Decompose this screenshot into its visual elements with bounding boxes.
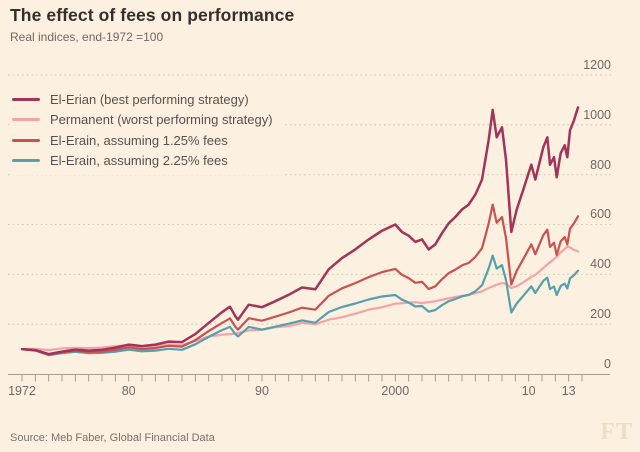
legend: El-Erian (best performing strategy) Perma… — [12, 87, 285, 175]
source-credit: Source: Meb Faber, Global Financial Data — [10, 432, 215, 444]
ft-logo: FT — [600, 419, 633, 445]
x-axis-label: 2000 — [381, 384, 410, 398]
series-line-el-erain-225 — [20, 254, 580, 357]
legend-item-el-erain-225: El-Erain, assuming 2.25% fees — [12, 151, 273, 172]
x-axis-label: 80 — [121, 384, 136, 398]
y-axis-label: 0 — [604, 357, 611, 371]
legend-line-swatch — [12, 97, 40, 101]
legend-line-swatch — [12, 118, 40, 122]
series-line-el-erian — [20, 106, 580, 356]
legend-item-el-erain-125: El-Erain, assuming 1.25% fees — [12, 130, 273, 151]
legend-label: El-Erain, assuming 2.25% fees — [50, 153, 228, 169]
chart-subtitle: Real indices, end-1972 =100 — [10, 30, 164, 44]
legend-label: El-Erain, assuming 1.25% fees — [50, 132, 228, 148]
legend-label: Permanent (worst performing strategy) — [50, 112, 273, 128]
legend-label: El-Erian (best performing strategy) — [50, 91, 249, 107]
x-axis-label: 90 — [255, 384, 269, 398]
x-axis-label: 10 — [521, 384, 536, 398]
legend-item-permanent: Permanent (worst performing strategy) — [12, 110, 273, 131]
legend-line-swatch — [12, 138, 40, 142]
chart-title: The effect of fees on performance — [10, 5, 295, 25]
y-axis-label: 400 — [590, 257, 611, 272]
y-axis-label: 800 — [590, 157, 611, 172]
y-axis-label: 600 — [590, 207, 611, 222]
y-axis-label: 1200 — [583, 57, 611, 72]
y-axis-label: 200 — [590, 307, 611, 322]
x-axis-label: 1972 — [8, 384, 36, 398]
x-axis-label: 13 — [561, 384, 576, 398]
y-axis-label: 1000 — [583, 107, 611, 122]
legend-line-swatch — [12, 159, 40, 163]
series-line-el-erain-125 — [20, 203, 580, 356]
legend-item-el-erian: El-Erian (best performing strategy) — [12, 89, 273, 110]
